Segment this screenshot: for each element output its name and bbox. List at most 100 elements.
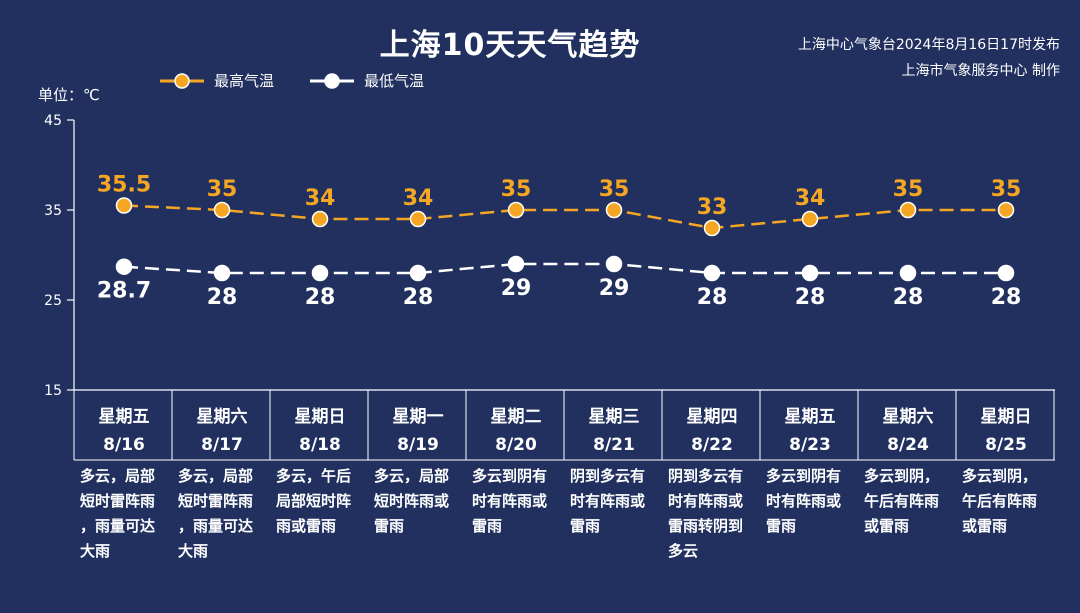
weather-text-line: 午后有阵雨 [864,492,940,510]
low-temp-point [703,264,721,282]
series-low: 28.7 28 28 28 29 29 28 28 28 28 [97,255,1022,310]
day-weather-text: 多云到阴， 午后有阵雨或雷雨 [864,464,952,539]
day-weather-text: 多云到阴有时有阵雨或雷雨 [766,464,854,539]
weather-text-line: 雷雨 [374,517,405,535]
day-date-label: 8/22 [691,435,733,455]
weather-text-line: 多云，局部 [374,467,450,485]
day-weekday-label: 星期二 [491,407,542,427]
legend-low-marker-icon [310,72,354,89]
low-temp-line [123,262,1006,275]
day-date-label: 8/24 [887,435,929,455]
day-weekday-label: 星期三 [589,407,640,427]
weather-text-line: 局部短时阵 [276,492,352,510]
weather-text-line: 多云到阴有 [766,467,842,485]
weather-text-line: ，雨量可达 [80,517,156,535]
weather-text-line: 或雷雨 [962,517,1008,535]
unit-label: 单位：℃ [38,86,100,104]
high-temp-point [899,201,917,219]
y-tick-label: 15 [44,383,62,399]
day-date-label: 8/25 [985,435,1027,455]
low-temp-label: 28 [991,285,1022,310]
weather-text-line: 大雨 [178,542,209,560]
weather-text-line: 大雨 [80,542,111,560]
weather-text-line: 多云，局部 [80,467,156,485]
low-temp-label: 28 [795,285,826,310]
high-temp-label: 34 [403,186,434,211]
high-temp-point [703,219,721,237]
weather-text-line: 阴到多云有 [570,467,646,485]
weather-text-line: 雷雨 [766,517,797,535]
low-temp-point [997,264,1015,282]
weather-text-line: 午后有阵雨 [962,492,1038,510]
low-temp-point [115,258,133,275]
weather-text-line: 或雷雨 [864,517,910,535]
weather-text-line: 时有阵雨或 [766,492,842,510]
y-tick-label: 35 [44,203,62,219]
weather-text-line: 时有阵雨或 [472,492,548,510]
weather-text-line: 多云 [668,542,699,560]
day-date-label: 8/20 [495,435,537,455]
weather-text-line: 短时雷阵雨 [178,492,254,510]
day-weekday-label: 星期日 [981,407,1032,427]
day-date-label: 8/21 [593,435,635,455]
low-temp-label: 28 [305,285,336,310]
weather-text-line: 多云，局部 [178,467,254,485]
weather-text-line: 雨或雷雨 [276,517,337,535]
producer-line: 上海市气象服务中心 制作 [901,63,1060,79]
low-temp-label: 28.7 [97,279,151,304]
day-weather-text: 多云，局部短时雷阵雨 ，雨量可达大雨 [80,464,168,564]
low-temp-label: 28 [697,285,728,310]
low-temp-point [311,264,329,282]
weather-text-line: 短时阵雨或 [374,492,450,510]
day-weather-text: 多云到阴， 午后有阵雨 或雷雨 [962,464,1050,539]
day-date-label: 8/18 [299,435,341,455]
legend-low: 最低气温 [310,70,424,91]
weather-text-line: ，雨量可达 [178,517,254,535]
high-temp-label: 35.5 [97,173,151,198]
weather-text-line: 多云到阴， [864,467,940,485]
weather-text-line: 雷雨 [570,517,601,535]
day-weather-text: 阴到多云有时有阵雨或雷雨 [570,464,658,539]
low-temp-label: 28 [403,285,434,310]
low-temp-point [801,264,819,282]
day-weekday-label: 星期一 [393,407,444,427]
high-temp-label: 35 [893,177,924,202]
day-weekday-label: 星期六 [883,406,934,427]
day-weekday-label: 星期五 [99,407,150,427]
day-weather-text: 阴到多云有 时有阵雨或 雷雨转阴到 多云 [668,464,756,564]
weather-text-line: 时有阵雨或 [668,492,744,510]
high-temp-line [123,204,1006,230]
publisher-line: 上海中心气象台2024年8月16日17时发布 [797,37,1060,53]
low-temp-label: 29 [599,276,630,301]
high-temp-point [507,201,525,219]
high-temp-label: 35 [207,177,238,202]
low-temp-label: 28 [207,285,238,310]
day-weekday-label: 星期日 [295,407,346,427]
low-temp-point [213,264,231,282]
weather-text-line: 时有阵雨或 [570,492,646,510]
low-temp-label: 29 [501,276,532,301]
day-weekday-label: 星期六 [197,406,248,427]
high-temp-label: 33 [697,195,728,220]
low-temp-label: 28 [893,285,924,310]
weather-text-line: 短时雷阵雨 [80,492,156,510]
y-tick-label: 25 [44,293,62,309]
day-date-label: 8/17 [201,435,243,455]
legend-high-label: 最高气温 [214,72,275,90]
day-weather-text: 多云，局部短时阵雨或雷雨 [374,464,462,539]
high-temp-label: 34 [305,186,336,211]
high-temp-label: 34 [795,186,826,211]
day-weather-text: 多云，局部短时雷阵雨 ，雨量可达大雨 [178,464,266,564]
weather-text-line: 多云，午后 [276,467,352,485]
day-weather-text: 多云到阴有 时有阵雨或 雷雨 [472,464,560,539]
low-temp-point [409,264,427,282]
day-date-label: 8/16 [103,435,145,455]
weather-text-line: 雷雨转阴到 [668,517,744,535]
day-date-label: 8/23 [789,435,831,455]
high-temp-point [605,201,623,219]
day-weekday-label: 星期四 [687,407,738,427]
weather-text-line: 雷雨 [472,517,503,535]
high-temp-point [213,201,231,219]
high-temp-point [409,210,427,228]
